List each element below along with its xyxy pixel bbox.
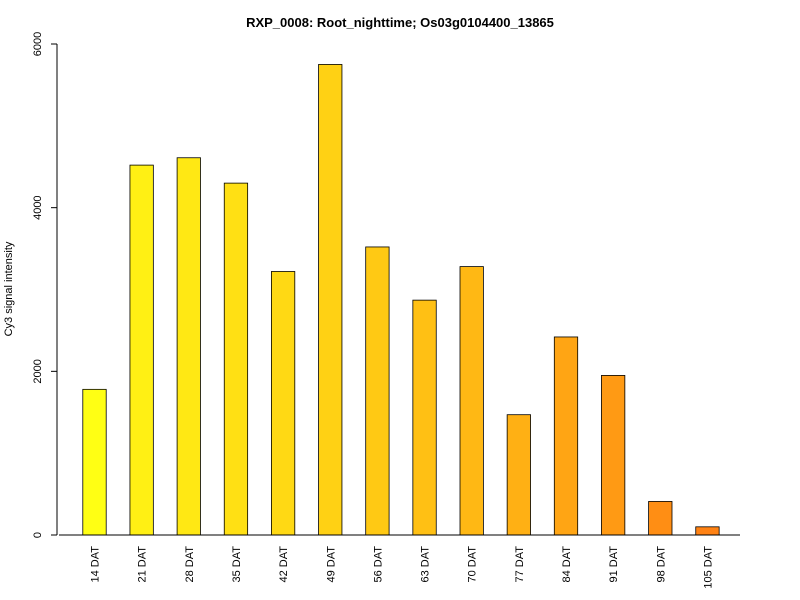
y-tick-label: 2000 xyxy=(32,359,44,383)
bar xyxy=(412,299,437,536)
x-tick-label: 56 DAT xyxy=(372,546,384,583)
bar xyxy=(601,375,626,536)
bar xyxy=(506,414,531,536)
bar xyxy=(176,157,201,536)
bar xyxy=(318,64,343,536)
bar xyxy=(129,164,154,536)
x-tick-label: 35 DAT xyxy=(231,546,243,583)
bar xyxy=(459,266,484,536)
y-tick-label: 0 xyxy=(32,532,44,538)
y-tick-label: 6000 xyxy=(32,32,44,56)
x-tick-label: 84 DAT xyxy=(561,546,573,583)
x-tick-label: 21 DAT xyxy=(137,546,149,583)
bars xyxy=(82,64,720,536)
bar xyxy=(648,501,673,536)
bar xyxy=(270,271,296,536)
bar xyxy=(695,526,720,536)
x-tick-label: 42 DAT xyxy=(278,546,290,583)
bar xyxy=(223,182,249,536)
x-tick-label: 63 DAT xyxy=(420,546,432,583)
bar xyxy=(365,246,390,536)
y-axis: 0 2000 4000 6000 xyxy=(32,32,58,538)
chart-title: RXP_0008: Root_nighttime; Os03g0104400_1… xyxy=(246,15,554,30)
x-tick-label: 70 DAT xyxy=(467,546,479,583)
x-tick-label: 91 DAT xyxy=(608,546,620,583)
x-tick-label: 105 DAT xyxy=(702,546,714,589)
y-tick-label: 4000 xyxy=(32,195,44,219)
x-tick-label: 98 DAT xyxy=(655,546,667,583)
x-axis: 14 DAT 21 DAT 28 DAT 35 DAT 42 DAT 49 DAT 56 D… xyxy=(59,534,740,589)
bar xyxy=(553,336,579,536)
y-axis-label: Cy3 signal intensity xyxy=(3,241,15,336)
x-tick-label: 14 DAT xyxy=(90,546,102,583)
x-tick-label: 77 DAT xyxy=(514,546,526,583)
x-tick-label: 49 DAT xyxy=(325,546,337,583)
bar xyxy=(82,388,107,536)
x-tick-label: 28 DAT xyxy=(184,546,196,583)
